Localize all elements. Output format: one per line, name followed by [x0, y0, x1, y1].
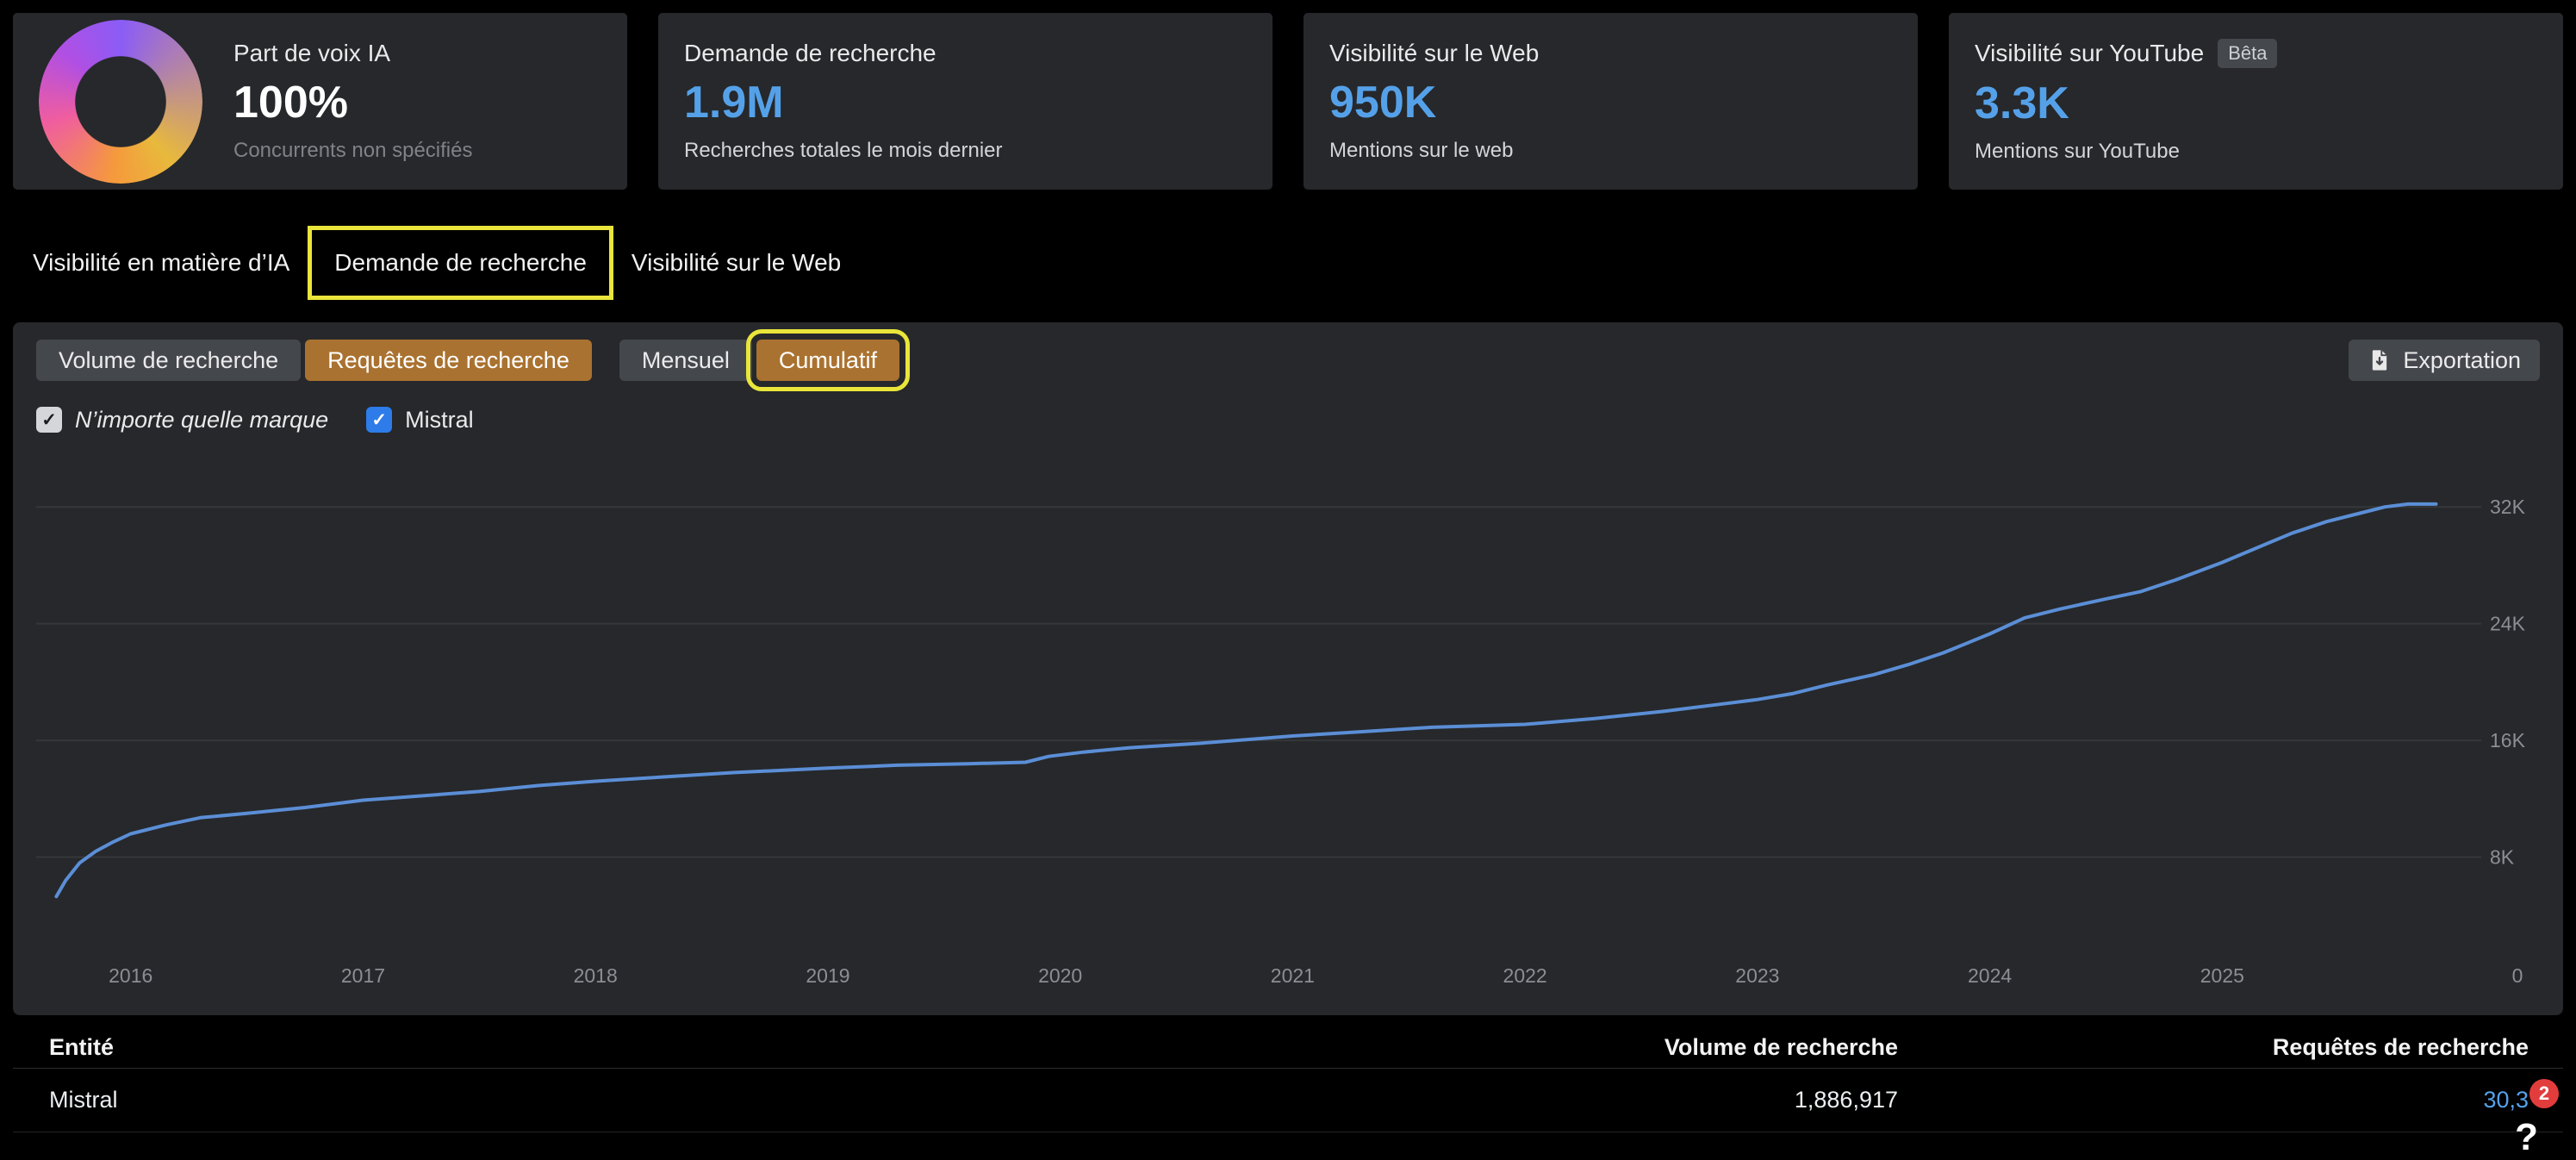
main-tabs: Visibilité en matière d’IA Demande de re… [0, 226, 2576, 300]
mistral-checkbox[interactable]: ✓ [366, 407, 393, 433]
search-demand-line-chart: 8K 16K 24K 32K 2016 2017 2018 2019 2020 2021 2022 2… [36, 496, 2526, 987]
filter-any-brand[interactable]: ✓ N’importe quelle marque [36, 407, 328, 433]
table-header-row: Entité Volume de recherche Requêtes de r… [13, 1027, 2563, 1069]
card-value: 950K [1329, 78, 1437, 128]
stats-cards-row: Part de voix IA 100% Concurrents non spé… [0, 0, 2576, 190]
filter-label: Mistral [405, 406, 474, 433]
notification-badge: 2 [2529, 1079, 2559, 1108]
card-subtitle: Concurrents non spécifiés [233, 138, 473, 162]
svg-text:8K: 8K [2490, 846, 2515, 869]
svg-text:24K: 24K [2490, 613, 2526, 635]
svg-text:2024: 2024 [1968, 964, 2012, 987]
brand-filters: ✓ N’importe quelle marque ✓ Mistral [36, 405, 2540, 434]
card-title: Visibilité sur YouTube [1975, 40, 2205, 67]
export-button[interactable]: Exportation [2349, 340, 2540, 381]
table-row: Mistral 1,886,917 30,3 [13, 1069, 2563, 1132]
any-brand-checkbox[interactable]: ✓ [36, 407, 62, 433]
filter-label: N’importe quelle marque [75, 406, 329, 433]
svg-text:2023: 2023 [1735, 964, 1779, 987]
card-subtitle: Recherches totales le mois dernier [684, 138, 1003, 162]
chart-toolbar: Volume de recherche Requêtes de recherch… [36, 329, 2540, 391]
svg-text:2022: 2022 [1503, 964, 1547, 987]
monthly-toggle-button[interactable]: Mensuel [619, 340, 752, 381]
svg-text:2025: 2025 [2200, 964, 2244, 987]
entity-name: Mistral [49, 1087, 118, 1113]
stat-card-youtube-visibility: Visibilité sur YouTube Bêta 3.3K Mention… [1949, 13, 2563, 190]
check-icon: ✓ [371, 409, 387, 430]
search-queries-value[interactable]: 30,3 [2483, 1087, 2529, 1113]
card-title: Demande de recherche [684, 40, 936, 67]
help-icon: ? [2515, 1116, 2538, 1158]
share-of-voice-donut-chart [39, 19, 202, 184]
filter-mistral[interactable]: ✓ Mistral [366, 407, 474, 433]
export-button-label: Exportation [2403, 346, 2521, 373]
header-search-volume: Volume de recherche [1664, 1034, 1898, 1060]
card-value: 100% [233, 78, 348, 128]
svg-text:2021: 2021 [1271, 964, 1315, 987]
svg-text:2019: 2019 [806, 964, 849, 987]
svg-text:0: 0 [2512, 964, 2523, 987]
svg-text:32K: 32K [2490, 496, 2526, 518]
search-queries-toggle-button[interactable]: Requêtes de recherche [305, 340, 592, 381]
svg-text:2017: 2017 [341, 964, 385, 987]
help-launcher[interactable]: 2 ? [2515, 1079, 2559, 1158]
header-search-queries: Requêtes de recherche [2272, 1034, 2529, 1060]
search-volume-value: 1,886,917 [1794, 1087, 1898, 1113]
card-subtitle: Mentions sur le web [1329, 138, 1514, 162]
svg-text:2018: 2018 [574, 964, 618, 987]
search-volume-toggle-button[interactable]: Volume de recherche [36, 340, 302, 381]
card-subtitle: Mentions sur YouTube [1975, 139, 2180, 163]
tab-web-visibility[interactable]: Visibilité sur le Web [631, 249, 842, 276]
tab-ai-visibility[interactable]: Visibilité en matière d’IA [33, 249, 290, 276]
svg-text:2020: 2020 [1038, 964, 1082, 987]
header-entity: Entité [49, 1034, 115, 1060]
card-title: Visibilité sur le Web [1329, 40, 1540, 67]
card-value: 1.9M [684, 78, 784, 128]
stat-card-ai-share: Part de voix IA 100% Concurrents non spé… [13, 13, 627, 190]
card-value: 3.3K [1975, 78, 2069, 129]
metric-toggle-group: Volume de recherche Requêtes de recherch… [36, 340, 592, 381]
svg-text:2016: 2016 [109, 964, 152, 987]
search-demand-panel: Volume de recherche Requêtes de recherch… [13, 322, 2563, 1015]
entities-table: Entité Volume de recherche Requêtes de r… [13, 1027, 2563, 1132]
tab-search-demand[interactable]: Demande de recherche [308, 226, 613, 300]
beta-badge: Bêta [2218, 39, 2278, 69]
card-title: Part de voix IA [233, 40, 391, 67]
period-toggle-group: Mensuel Cumulatif [619, 329, 910, 391]
check-icon: ✓ [41, 409, 57, 430]
svg-text:16K: 16K [2490, 729, 2526, 752]
export-file-icon [2373, 350, 2387, 371]
cumulative-toggle-button[interactable]: Cumulatif [745, 329, 910, 391]
stat-card-search-demand: Demande de recherche 1.9M Recherches tot… [658, 13, 1272, 190]
stat-card-web-visibility: Visibilité sur le Web 950K Mentions sur … [1304, 13, 1918, 190]
